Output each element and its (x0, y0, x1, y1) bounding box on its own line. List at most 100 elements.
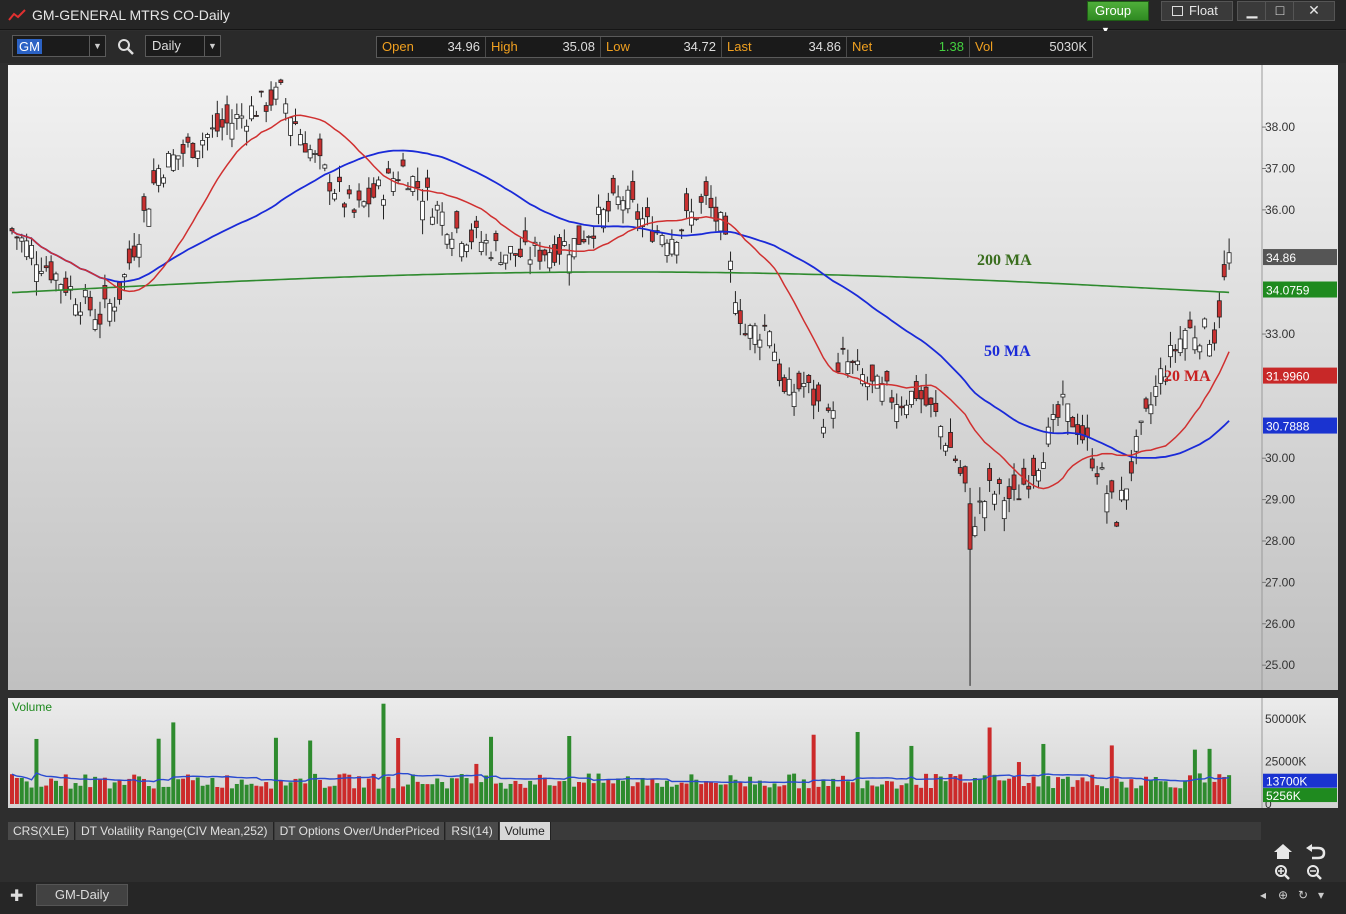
volume-bar (1109, 745, 1114, 804)
minimize-button[interactable]: ▁ (1237, 1, 1267, 21)
candle-body (102, 285, 108, 300)
candle-body (1172, 349, 1178, 352)
volume-bar (640, 777, 645, 804)
candle (200, 132, 206, 159)
candle-body (527, 259, 533, 265)
candle-body (249, 105, 254, 120)
candle-body (126, 248, 132, 264)
float-button[interactable]: Float (1161, 1, 1233, 21)
candle (825, 403, 831, 413)
candle-body (156, 168, 162, 186)
volume-bar (391, 788, 396, 804)
scroll-left-icon[interactable]: ◂ (1260, 888, 1267, 902)
candle-body (9, 228, 15, 232)
candle (429, 208, 435, 226)
volume-bar (440, 782, 445, 804)
candle-body (1197, 345, 1203, 353)
chart-nav-icons (1274, 844, 1326, 880)
float-label: Float (1189, 3, 1218, 18)
price-chart[interactable]: 25.00 26.00 27.00 28.00 29.00 30.00 33.00 36.00… (0, 63, 1346, 821)
candle-body (992, 493, 997, 505)
home-icon[interactable] (1274, 844, 1292, 859)
indicator-tab[interactable]: DT Options Over/UnderPriced (274, 822, 446, 840)
ma-label: 200 MA (977, 252, 1032, 269)
candle (444, 232, 450, 249)
tab-gm-daily[interactable]: GM-Daily (36, 884, 128, 906)
quote-label: Last (727, 39, 752, 54)
volume-bar (704, 781, 709, 804)
volume-bar (992, 774, 997, 804)
close-button[interactable]: ✕ (1293, 1, 1335, 21)
candle-body (151, 170, 157, 184)
candle (229, 109, 235, 148)
undo-icon[interactable] (1306, 844, 1326, 860)
volume-bar (596, 773, 601, 804)
group-button[interactable]: Group ▼ (1087, 1, 1149, 35)
candle-body (141, 196, 147, 211)
candle (151, 158, 157, 186)
volume-bar (435, 778, 440, 804)
candle (425, 169, 430, 201)
candle (1226, 238, 1232, 270)
refresh-icon[interactable]: ↻ (1298, 888, 1309, 902)
candle-body (1143, 398, 1149, 409)
volume-bar (909, 745, 914, 804)
volume-bar (10, 774, 14, 804)
candle (733, 291, 738, 316)
candle (610, 175, 616, 196)
candle-body (170, 154, 176, 171)
volume-bar (371, 773, 376, 804)
indicator-tab[interactable]: CRS(XLE) (8, 822, 76, 840)
maximize-button[interactable]: □ (1265, 1, 1295, 21)
candle (962, 465, 968, 493)
volume-bar (914, 784, 919, 804)
menu-down-icon[interactable]: ▾ (1318, 888, 1325, 902)
zoom-in-small-icon[interactable]: ⊕ (1278, 888, 1289, 902)
volume-bar (215, 787, 220, 804)
volume-bar (249, 783, 254, 804)
indicator-tab[interactable]: Volume (499, 822, 551, 840)
zoom-in-icon[interactable] (1275, 865, 1290, 880)
volume-bar (684, 783, 689, 804)
candle-body (1202, 318, 1208, 328)
candle (337, 165, 342, 192)
symbol-input[interactable]: GM ▼ (12, 35, 106, 57)
volume-bar (503, 788, 508, 804)
interval-select[interactable]: Daily ▼ (145, 35, 221, 57)
candle-body (645, 207, 650, 218)
candle (645, 197, 650, 226)
candle-body (400, 159, 406, 167)
search-icon[interactable] (117, 38, 135, 56)
candle-body (361, 201, 367, 207)
volume-bar (840, 775, 845, 804)
volume-bar (1080, 777, 1085, 804)
candle-body (938, 426, 944, 438)
zoom-out-icon[interactable] (1307, 865, 1322, 880)
candle-body (899, 405, 905, 409)
candle (288, 116, 294, 147)
candle-body (1158, 368, 1164, 384)
volume-bar (58, 785, 63, 804)
chevron-down-icon[interactable]: ▼ (89, 36, 105, 56)
candle-body (586, 236, 592, 238)
close-icon: ✕ (1308, 2, 1320, 18)
volume-bar (924, 773, 929, 804)
candle-body (53, 273, 59, 281)
candle (811, 379, 817, 420)
candle (928, 397, 934, 418)
chevron-down-icon[interactable]: ▼ (204, 36, 220, 56)
candle-body (757, 339, 763, 348)
indicator-tab[interactable]: RSI(14) (446, 822, 499, 840)
volume-bar (97, 779, 102, 804)
candle (948, 418, 953, 448)
candle (522, 217, 528, 246)
candle (146, 207, 152, 227)
add-tab-icon[interactable]: ✚ (10, 888, 24, 905)
y-tick-label: 29.00 (1265, 493, 1295, 507)
indicator-tab[interactable]: DT Volatility Range(CIV Mean,252) (76, 822, 274, 840)
candle (317, 133, 323, 170)
candle (156, 164, 162, 193)
candle (601, 207, 606, 233)
candle (253, 110, 259, 117)
volume-title: Volume (12, 700, 52, 714)
